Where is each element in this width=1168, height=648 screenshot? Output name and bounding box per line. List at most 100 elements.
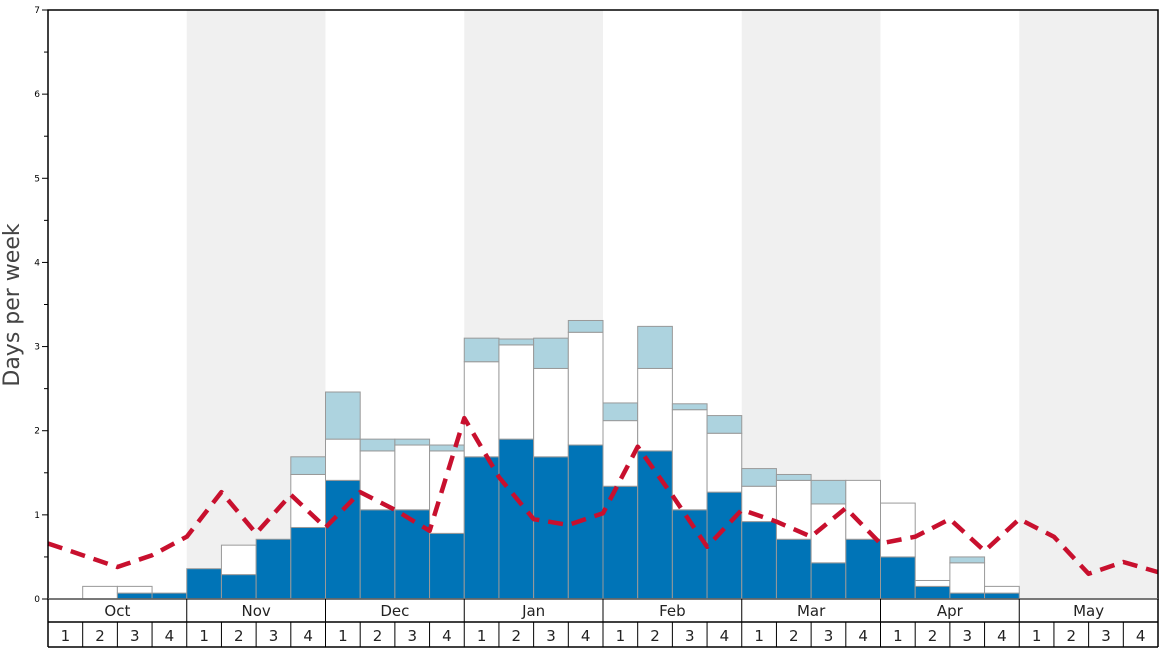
week-label-feb-1: 1 bbox=[616, 627, 626, 645]
week-label-feb-2: 2 bbox=[650, 627, 660, 645]
y-tick-label-6: 6 bbox=[34, 90, 40, 100]
week-label-nov-3: 3 bbox=[269, 627, 279, 645]
bar-segment-middle-12 bbox=[429, 450, 465, 534]
bar-segment-top-23 bbox=[810, 479, 847, 505]
bar-segment-bottom-25 bbox=[880, 556, 916, 600]
bar-segment-bottom-3 bbox=[116, 592, 153, 600]
y-axis: 0 1 2 3 4 5 6 7 bbox=[34, 6, 48, 605]
bar-segment-top-27 bbox=[949, 556, 986, 564]
bar-segment-middle-6 bbox=[220, 544, 257, 576]
bar-segment-middle-16 bbox=[567, 331, 604, 446]
week-label-jan-4: 4 bbox=[581, 627, 591, 645]
bar-segment-bottom-22 bbox=[775, 538, 812, 600]
week-label-may-2: 2 bbox=[1067, 627, 1077, 645]
week-label-jan-1: 1 bbox=[477, 627, 487, 645]
bar-segment-top-15 bbox=[533, 337, 569, 369]
bar-segment-top-11 bbox=[394, 438, 431, 446]
month-label-may: May bbox=[1073, 602, 1104, 620]
bar-segment-middle-19 bbox=[671, 409, 708, 511]
bar-segment-bottom-18 bbox=[637, 450, 673, 600]
week-label-nov-4: 4 bbox=[303, 627, 313, 645]
bar-segment-top-12 bbox=[429, 444, 465, 452]
bar-segment-top-13 bbox=[463, 337, 500, 363]
trend-line-layer bbox=[47, 415, 1159, 577]
bar-segment-middle-27 bbox=[949, 562, 986, 594]
bar-segment-bottom-26 bbox=[914, 585, 951, 600]
bar-segment-bottom-27 bbox=[949, 592, 986, 600]
week-label-mar-1: 1 bbox=[754, 627, 764, 645]
bar-segment-middle-3 bbox=[116, 585, 153, 594]
bar-segment-bottom-7 bbox=[255, 538, 292, 600]
bar-segment-middle-15 bbox=[533, 367, 569, 458]
x-axis: Oct 1 2 3 4 Nov 1 2 3 4 Dec 1 2 3 4 Jan 1 2 3 4 Feb 1 2 3 4 Mar 1 2… bbox=[47, 599, 1159, 648]
week-label-oct-4: 4 bbox=[165, 627, 175, 645]
bar-segment-bottom-17 bbox=[602, 485, 639, 600]
bar-segment-middle-10 bbox=[359, 450, 396, 511]
week-label-apr-1: 1 bbox=[893, 627, 903, 645]
week-label-feb-3: 3 bbox=[685, 627, 695, 645]
month-label-mar: Mar bbox=[797, 602, 826, 620]
y-tick-label-3: 3 bbox=[34, 343, 40, 353]
y-tick-label-7: 7 bbox=[34, 6, 40, 16]
bar-segment-top-14 bbox=[498, 338, 535, 346]
bar-segment-top-17 bbox=[602, 402, 639, 422]
bar-segment-top-20 bbox=[706, 415, 743, 434]
bar-segment-middle-28 bbox=[984, 585, 1020, 594]
bar-segment-top-9 bbox=[325, 391, 361, 440]
bar-segment-bottom-13 bbox=[463, 456, 500, 600]
bar-segment-bottom-9 bbox=[325, 479, 361, 600]
bar-segment-top-10 bbox=[359, 438, 396, 452]
week-label-nov-1: 1 bbox=[199, 627, 209, 645]
week-label-apr-2: 2 bbox=[928, 627, 938, 645]
y-tick-label-2: 2 bbox=[34, 427, 40, 437]
bar-segment-middle-18 bbox=[637, 367, 673, 452]
bar-segment-middle-9 bbox=[325, 438, 361, 481]
week-label-may-3: 3 bbox=[1101, 627, 1111, 645]
week-label-mar-3: 3 bbox=[824, 627, 834, 645]
week-label-jan-3: 3 bbox=[546, 627, 556, 645]
week-label-apr-4: 4 bbox=[997, 627, 1007, 645]
bar-segment-bottom-23 bbox=[810, 562, 847, 600]
week-label-dec-2: 2 bbox=[373, 627, 383, 645]
bar-segment-bottom-10 bbox=[359, 509, 396, 600]
bar-segment-bottom-14 bbox=[498, 438, 535, 600]
bar-segment-top-16 bbox=[567, 319, 604, 333]
bar-segment-bottom-8 bbox=[290, 526, 326, 600]
month-label-oct: Oct bbox=[104, 602, 130, 620]
bar-segment-bottom-21 bbox=[741, 521, 777, 600]
bar-segment-middle-25 bbox=[880, 502, 916, 558]
week-label-dec-4: 4 bbox=[442, 627, 452, 645]
bar-segment-top-19 bbox=[671, 403, 708, 411]
bar-segment-top-8 bbox=[290, 456, 326, 475]
week-label-dec-1: 1 bbox=[338, 627, 348, 645]
week-label-dec-3: 3 bbox=[407, 627, 417, 645]
bar-segment-middle-14 bbox=[498, 344, 535, 440]
y-axis-title: Days per week bbox=[0, 223, 25, 386]
week-label-apr-3: 3 bbox=[962, 627, 972, 645]
bar-segment-middle-20 bbox=[706, 432, 743, 493]
month-label-nov: Nov bbox=[241, 602, 270, 620]
bar-segment-middle-26 bbox=[914, 579, 951, 587]
y-tick-label-5: 5 bbox=[34, 174, 40, 184]
bar-segment-bottom-4 bbox=[151, 592, 188, 600]
week-label-oct-2: 2 bbox=[95, 627, 105, 645]
bar-segment-bottom-24 bbox=[845, 538, 881, 600]
week-label-feb-4: 4 bbox=[720, 627, 730, 645]
bar-segment-top-18 bbox=[637, 325, 673, 369]
bar-segment-bottom-6 bbox=[220, 574, 257, 600]
bar-segment-bottom-28 bbox=[984, 592, 1020, 600]
trend-line bbox=[47, 415, 1159, 577]
week-label-mar-4: 4 bbox=[858, 627, 868, 645]
bar-segment-middle-2 bbox=[82, 585, 118, 600]
bar-segment-bottom-5 bbox=[186, 568, 222, 600]
bar-segment-middle-11 bbox=[394, 444, 431, 511]
bar-segment-top-21 bbox=[741, 468, 777, 487]
bar-segment-middle-24 bbox=[845, 479, 881, 540]
week-label-nov-2: 2 bbox=[234, 627, 244, 645]
month-label-feb: Feb bbox=[659, 602, 686, 620]
bar-segment-bottom-20 bbox=[706, 491, 743, 600]
week-label-may-4: 4 bbox=[1136, 627, 1146, 645]
bar-segment-bottom-11 bbox=[394, 509, 431, 600]
bar-segment-bottom-15 bbox=[533, 456, 569, 600]
